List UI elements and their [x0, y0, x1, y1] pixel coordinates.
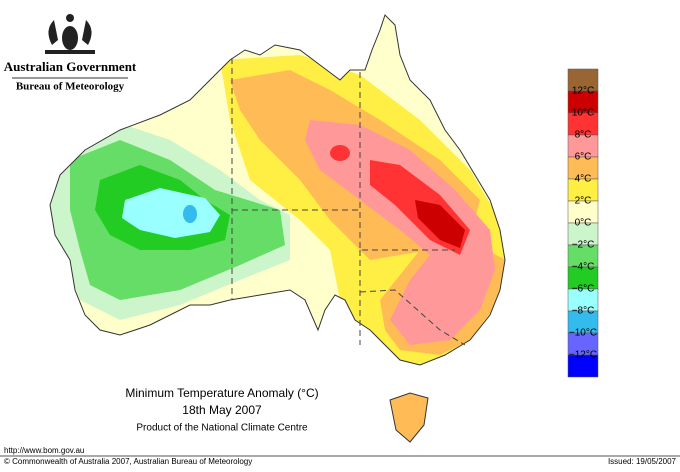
legend-label: 8°C: [575, 130, 592, 141]
agency-name: Bureau of Meteorology: [16, 81, 125, 93]
issued-date: Issued: 19/05/2007: [608, 457, 677, 466]
url: http://www.bom.gov.au: [4, 446, 84, 455]
map-date: 18th May 2007: [182, 403, 262, 417]
legend-label: 6°C: [575, 152, 592, 163]
coat-of-arms: [45, 14, 95, 54]
legend-label: 2°C: [575, 196, 592, 207]
legend-label: −12°C: [569, 350, 597, 361]
state-borders: [231, 58, 466, 346]
legend-label: −4°C: [572, 262, 595, 273]
legend-swatch: [567, 354, 599, 378]
legend-label: 10°C: [572, 108, 594, 119]
government-name: Australian Government: [4, 59, 137, 74]
tasmania-coastline: [389, 392, 429, 443]
legend-label: −10°C: [569, 328, 597, 339]
map-product: Product of the National Climate Centre: [136, 423, 308, 434]
legend-label: 0°C: [575, 218, 592, 229]
copyright: © Commonwealth of Australia 2007, Austra…: [4, 457, 252, 466]
legend-label: 12°C: [572, 86, 594, 97]
legend-label: −8°C: [572, 306, 595, 317]
legend: 12°C 10°C 8°C 6°C 4°C 2°C 0°C −2°C −4°C −6°C −8°C −…: [567, 68, 599, 378]
map-title: Minimum Temperature Anomaly (°C): [125, 386, 318, 400]
legend-label: 4°C: [575, 174, 592, 185]
legend-label: −6°C: [572, 284, 595, 295]
legend-label: −2°C: [572, 240, 595, 251]
